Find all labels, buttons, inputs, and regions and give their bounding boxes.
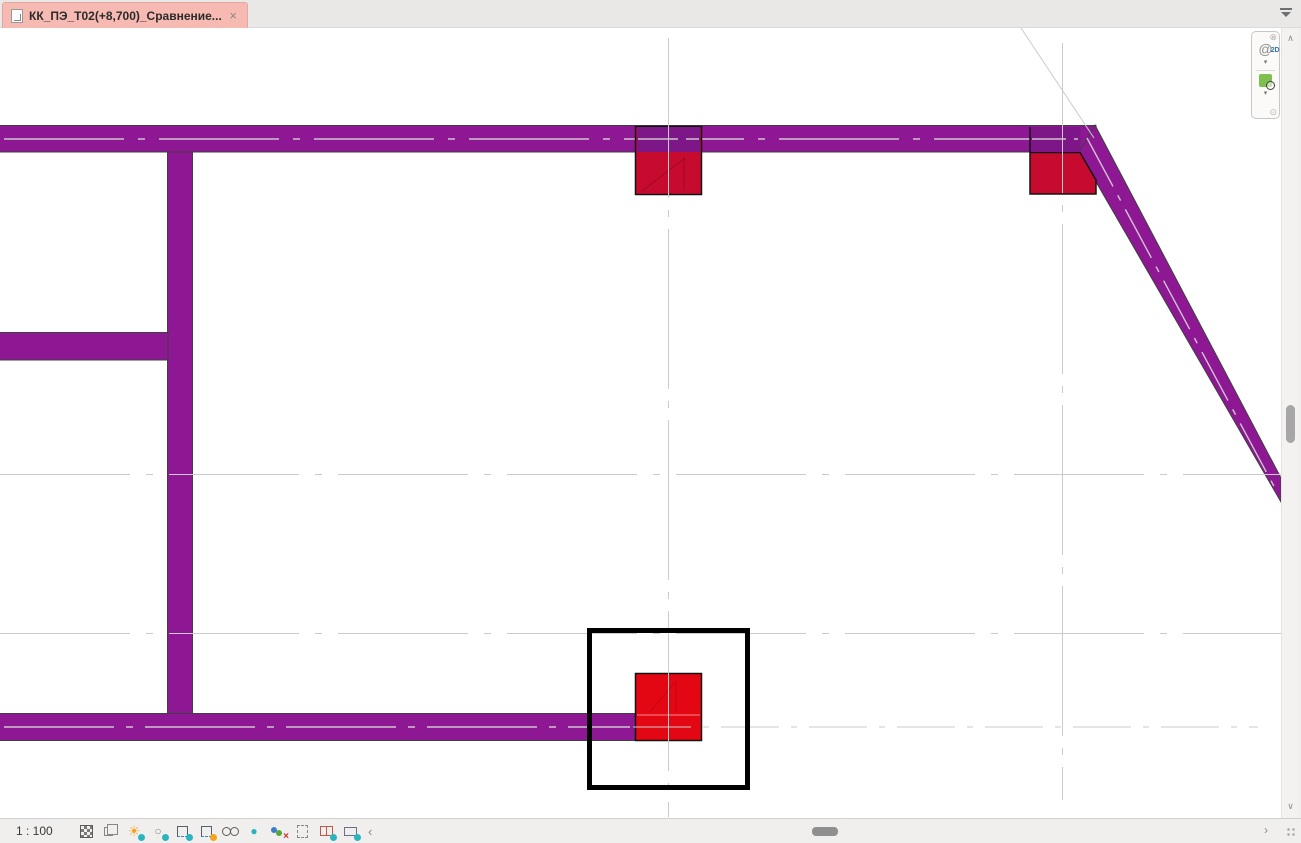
show-crop-region-icon[interactable] <box>196 821 217 841</box>
wheel-2d-label: 2D <box>1270 47 1280 54</box>
view-tab-title: КК_ПЭ_Т02(+8,700)_Сравнение... <box>29 8 222 23</box>
drawing-canvas[interactable]: ⊗ @ 2D ▾ ▾ ⊙ <box>0 28 1281 818</box>
grid-line-diagonal[interactable] <box>1020 28 1095 139</box>
tab-overflow-icon[interactable] <box>1280 8 1292 17</box>
temporary-view-properties-icon[interactable] <box>292 821 312 841</box>
wall-diagonal-centerline <box>1086 137 1277 491</box>
wheel-dropdown-caret[interactable]: ▾ <box>1263 59 1268 66</box>
sun-glyph: ☀ <box>127 822 141 839</box>
view-tab-active[interactable]: КК_ПЭ_Т02(+8,700)_Сравнение... × <box>2 2 248 28</box>
displacement-sets-icon[interactable] <box>340 821 361 841</box>
selection-box[interactable] <box>587 628 750 790</box>
toggle-dot <box>138 834 145 841</box>
navbar-close-icon[interactable]: ⊗ <box>1269 32 1277 42</box>
shadows-icon[interactable]: ○ <box>148 821 169 841</box>
wall-stub-left[interactable] <box>0 332 169 361</box>
steering-wheel-2d-icon[interactable]: @ 2D <box>1258 41 1279 57</box>
navbar-options-icon[interactable]: ⊙ <box>1269 107 1277 117</box>
scroll-right-icon[interactable]: › <box>1264 823 1268 837</box>
cube-glyph <box>104 823 118 836</box>
plan-view-icon <box>11 8 23 23</box>
detail-level-icon[interactable] <box>76 821 96 841</box>
scroll-down-icon[interactable]: ∨ <box>1287 801 1294 811</box>
resize-grip[interactable] <box>1286 827 1297 838</box>
chevron-down-icon <box>1281 12 1291 17</box>
temporary-hide-isolate-icon[interactable] <box>220 821 240 841</box>
collapse-bar-icon[interactable]: ‹ <box>368 823 373 839</box>
bulb-glyph: ● <box>250 824 258 838</box>
zoom-region-icon[interactable] <box>1259 74 1275 90</box>
glasses-glyph <box>221 826 239 836</box>
toggle-dot <box>186 834 193 841</box>
red-x-glyph: × <box>283 831 289 842</box>
scale-button[interactable]: 1 : 100 <box>16 824 53 838</box>
worksharing-display-icon[interactable]: × <box>268 821 289 842</box>
toggle-dot <box>162 834 169 841</box>
wheel-glyph: @ <box>1258 41 1273 57</box>
crop-glyph <box>200 825 212 837</box>
navigation-bar: ⊗ @ 2D ▾ ▾ ⊙ <box>1251 31 1280 119</box>
vertical-scrollbar-thumb[interactable] <box>1286 405 1295 443</box>
toggle-dot <box>354 834 361 841</box>
wall-vertical[interactable] <box>167 151 193 715</box>
circle-glyph: ○ <box>154 824 162 838</box>
view-control-bar: 1 : 100 ☀ ○ ● × ‹ › <box>0 818 1301 843</box>
reveal-hidden-elements-icon[interactable]: ● <box>244 821 264 841</box>
crop-view-icon[interactable] <box>172 821 193 841</box>
navbar-divider <box>1256 70 1275 71</box>
rect-glyph <box>343 826 357 836</box>
sheet-glyph <box>296 824 308 838</box>
crop-glyph <box>176 825 188 837</box>
tab-close-icon[interactable]: × <box>229 8 237 23</box>
plan-drawing <box>0 28 1281 817</box>
toggle-dot <box>210 834 217 841</box>
people-glyph <box>270 825 286 838</box>
wall-diagonal[interactable] <box>1078 123 1281 503</box>
horizontal-scrollbar-thumb[interactable] <box>812 827 838 836</box>
checker-glyph <box>79 824 93 838</box>
view-tab-bar: КК_ПЭ_Т02(+8,700)_Сравнение... × <box>0 0 1301 28</box>
toggle-dot <box>330 834 337 841</box>
scroll-up-icon[interactable]: ∧ <box>1287 33 1294 43</box>
analytical-model-icon[interactable] <box>316 821 337 841</box>
view-control-icons: ☀ ○ ● × ‹ <box>76 821 373 842</box>
zoom-dropdown-caret[interactable]: ▾ <box>1263 90 1268 97</box>
sun-path-icon[interactable]: ☀ <box>124 821 145 841</box>
visual-style-icon[interactable] <box>100 821 120 841</box>
truss-glyph <box>319 826 333 836</box>
vertical-scrollbar[interactable]: ∧ ∨ <box>1281 28 1298 818</box>
tab-overflow-bar <box>1280 8 1292 10</box>
